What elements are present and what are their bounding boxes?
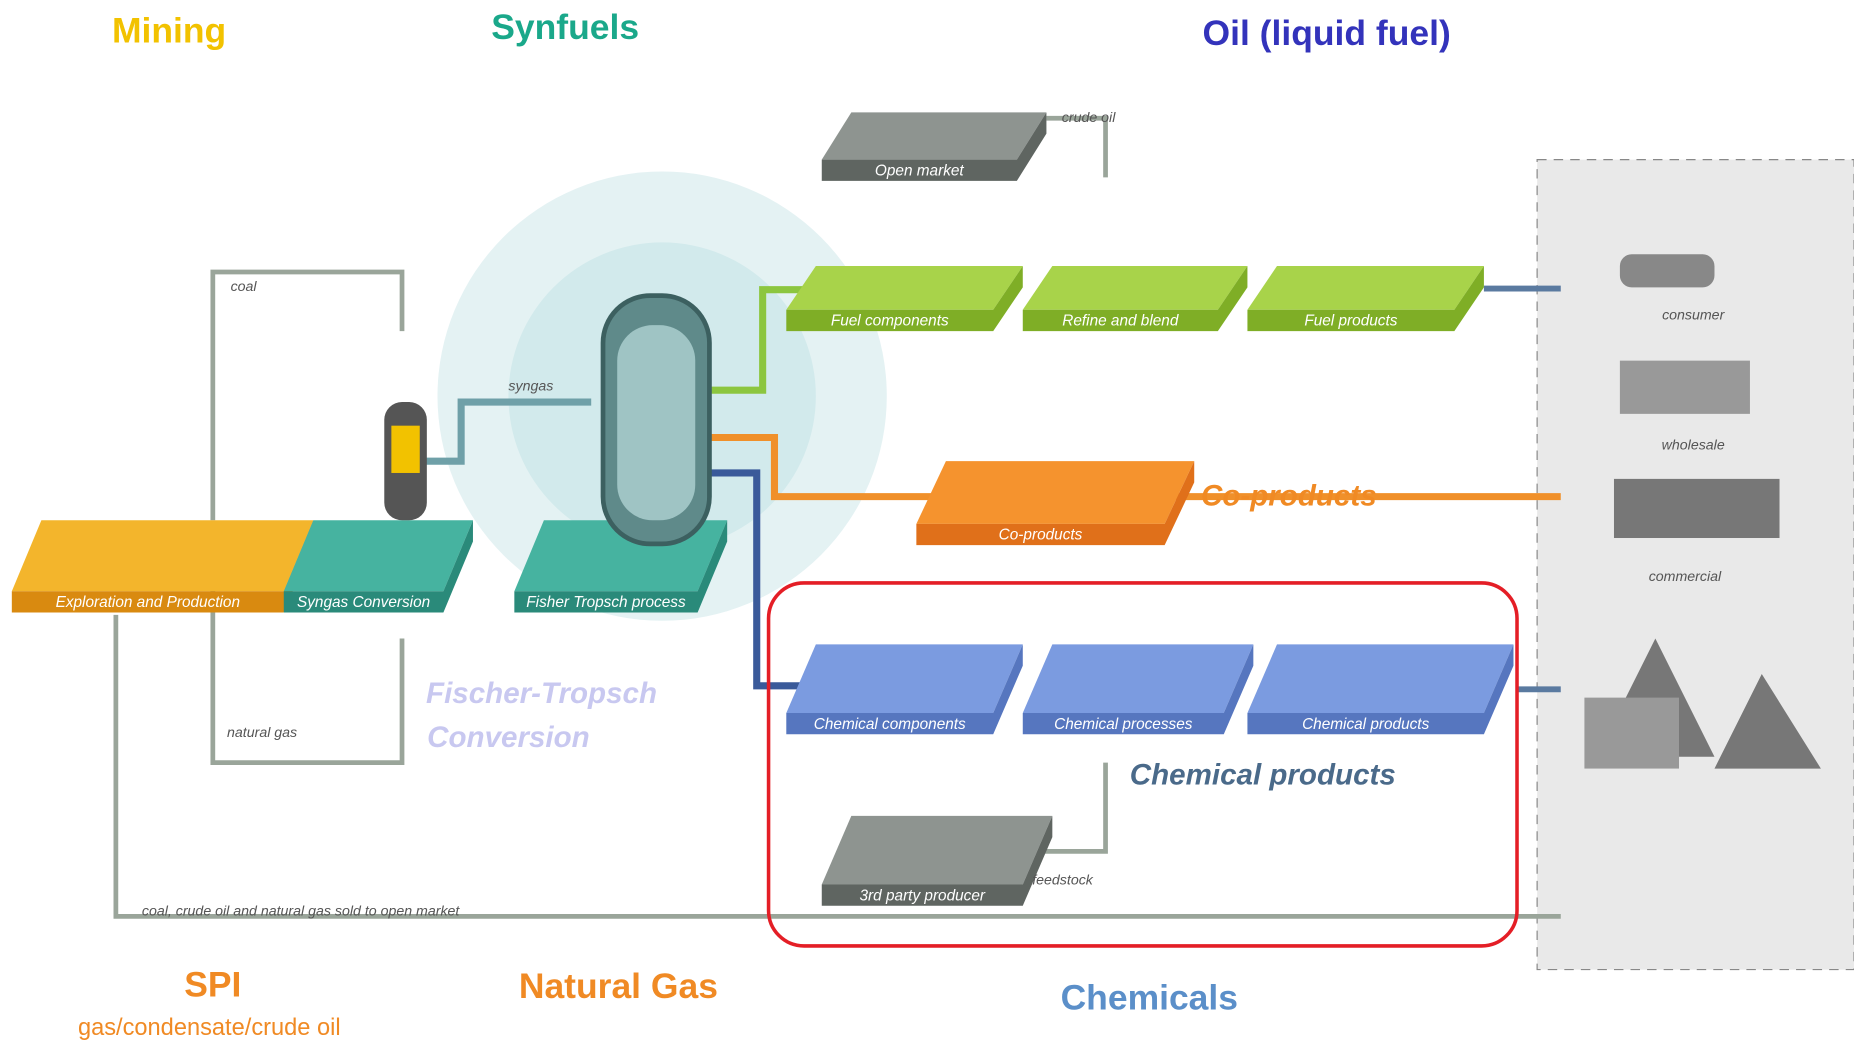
flow-label: syngas	[508, 378, 553, 394]
car	[1620, 254, 1715, 287]
page: {"headers":{"mining":"Mining","synfuels"…	[0, 0, 1854, 1050]
platform-label: Chemical processes	[1054, 716, 1193, 733]
platform-label: Co-products	[999, 527, 1083, 544]
platform-label: Fuel products	[1304, 313, 1397, 330]
overlay-label: Conversion	[427, 721, 590, 754]
header: Synfuels	[491, 7, 639, 47]
market-label: consumer	[1662, 307, 1726, 323]
platform-top	[822, 816, 1053, 885]
platform-top	[786, 644, 1022, 713]
dump-truck	[1614, 479, 1780, 538]
flow-label: feedstock	[1032, 873, 1094, 889]
overlay-label: Fischer-Tropsch	[426, 677, 657, 710]
platform-label: Fisher Tropsch process	[526, 594, 686, 611]
header: Chemicals	[1061, 978, 1238, 1018]
truck	[1620, 361, 1750, 414]
header: Oil (liquid fuel)	[1203, 13, 1451, 53]
platform-label: Refine and blend	[1062, 313, 1179, 330]
market-label: wholesale	[1662, 438, 1725, 454]
diagram: Mining Synfuels Oil (liquid fuel) SPI ga…	[0, 0, 1854, 1050]
gasifier-fire	[391, 426, 419, 473]
crude-flow	[1046, 118, 1105, 177]
platform-label: Open market	[875, 163, 965, 180]
platform-top	[1023, 644, 1254, 713]
platform-top	[12, 520, 314, 591]
header: Mining	[112, 10, 226, 50]
subheader: gas/condensate/crude oil	[78, 1015, 341, 1041]
platform-top	[822, 112, 1047, 159]
flow-label: natural gas	[227, 725, 297, 741]
header: Natural Gas	[519, 966, 718, 1006]
overlay-label: Chemical products	[1130, 759, 1396, 792]
platform-label: Syngas Conversion	[297, 594, 430, 611]
platform-top	[284, 520, 473, 591]
platform-label: Chemical components	[814, 716, 966, 733]
market-label: commercial	[1649, 569, 1722, 585]
platform-top	[916, 461, 1194, 524]
platform-label: Chemical products	[1302, 716, 1430, 733]
header: SPI	[184, 965, 241, 1005]
platform-top	[1247, 644, 1513, 713]
platform-top	[1023, 266, 1248, 310]
body: Mining Synfuels Oil (liquid fuel) SPI ga…	[0, 0, 1854, 1050]
platform-label: 3rd party producer	[860, 887, 986, 904]
flow-label: coal, crude oil and natural gas sold to …	[142, 903, 461, 919]
barrels	[1584, 698, 1679, 769]
overlay-label: Co-products	[1201, 480, 1377, 513]
platform-label: Fuel components	[831, 313, 949, 330]
flow-label: crude oil	[1062, 110, 1116, 126]
coal-flow	[213, 272, 402, 520]
reactor-core	[617, 325, 695, 520]
flow-label: coal	[231, 279, 258, 295]
platform-top	[1247, 266, 1483, 310]
platform-top	[786, 266, 1022, 310]
platform-label: Exploration and Production	[56, 594, 240, 611]
